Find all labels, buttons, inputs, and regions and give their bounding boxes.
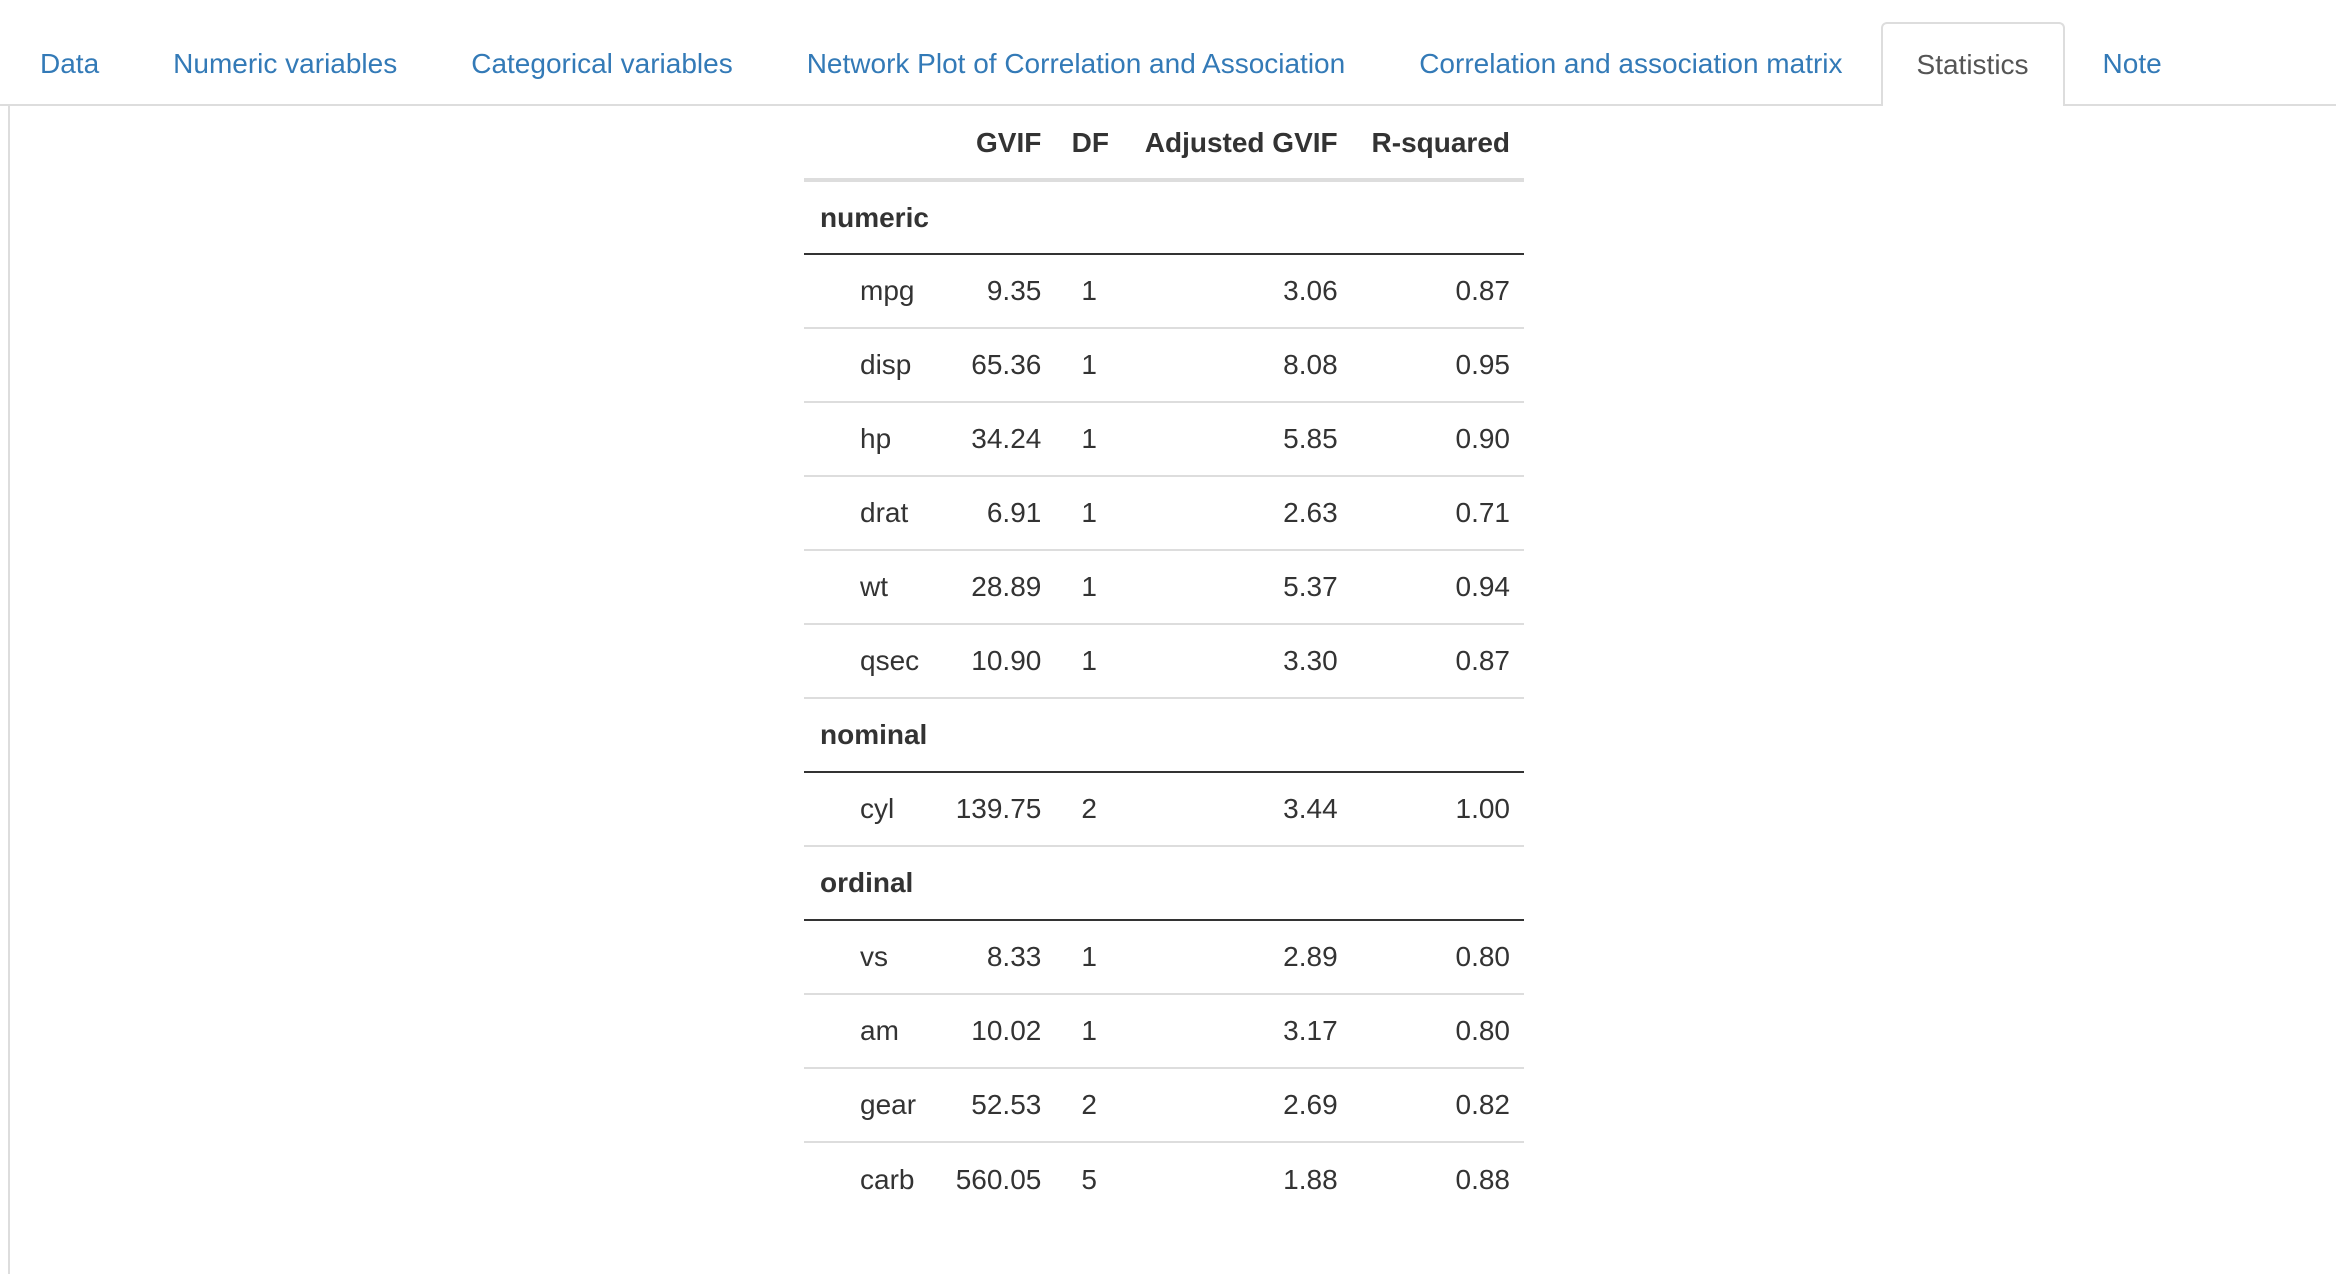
r-squared-value: 0.87 (1351, 624, 1524, 699)
variable-name: mpg (804, 254, 938, 329)
table-row: wt 28.89 1 5.37 0.94 (804, 550, 1524, 625)
table-row: qsec 10.90 1 3.30 0.87 (804, 624, 1524, 699)
header-df: DF (1055, 108, 1123, 182)
group-row-nominal: nominal (804, 698, 1524, 773)
r-squared-value: 0.95 (1351, 328, 1524, 403)
variable-name: disp (804, 328, 938, 403)
adjusted-gvif-value: 5.85 (1122, 402, 1352, 477)
tab-correlation-matrix[interactable]: Correlation and association matrix (1419, 48, 1843, 79)
adjusted-gvif-value: 5.37 (1122, 550, 1352, 625)
r-squared-value: 0.80 (1351, 920, 1524, 995)
table-row: gear 52.53 2 2.69 0.82 (804, 1068, 1524, 1143)
variable-name: vs (804, 920, 938, 995)
r-squared-value: 0.94 (1351, 550, 1524, 625)
tab-bar: Data Numeric variables Categorical varia… (0, 0, 2336, 106)
r-squared-value: 0.71 (1351, 476, 1524, 551)
tab-note[interactable]: Note (2102, 48, 2162, 79)
r-squared-value: 0.80 (1351, 994, 1524, 1069)
df-value: 1 (1055, 624, 1123, 699)
tab-data[interactable]: Data (40, 48, 100, 79)
header-r-squared: R-squared (1351, 108, 1524, 182)
r-squared-value: 0.82 (1351, 1068, 1524, 1143)
adjusted-gvif-value: 2.89 (1122, 920, 1352, 995)
adjusted-gvif-value: 3.17 (1122, 994, 1352, 1069)
r-squared-value: 0.88 (1455, 1163, 1511, 1195)
gvif-value: 28.89 (937, 550, 1056, 625)
variable-name: cyl (804, 772, 938, 847)
adjusted-gvif-value: 2.69 (1122, 1068, 1352, 1143)
r-squared-value: 0.87 (1351, 254, 1524, 329)
header-variable (804, 108, 938, 182)
group-row-ordinal: ordinal (804, 846, 1524, 921)
gvif-value: 560.05 (955, 1163, 1042, 1195)
df-value: 1 (1055, 402, 1123, 477)
table-row: am 10.02 1 3.17 0.80 (804, 994, 1524, 1069)
table-row: disp 65.36 1 8.08 0.95 (804, 328, 1524, 403)
df-value: 2 (1055, 772, 1123, 847)
table-row: mpg 9.35 1 3.06 0.87 (804, 254, 1524, 329)
adjusted-gvif-value: 3.06 (1122, 254, 1352, 329)
df-value: 1 (1055, 920, 1123, 995)
group-label: nominal (804, 698, 1524, 773)
gvif-value: 6.91 (937, 476, 1056, 551)
gvif-value: 34.24 (937, 402, 1056, 477)
table-header-row: GVIF DF Adjusted GVIF R-squared (804, 108, 1524, 182)
df-value: 1 (1055, 550, 1123, 625)
gvif-value: 52.53 (937, 1068, 1056, 1143)
df-value: 1 (1055, 476, 1123, 551)
r-squared-value: 0.90 (1351, 402, 1524, 477)
group-label: ordinal (804, 846, 1524, 921)
tab-network-plot[interactable]: Network Plot of Correlation and Associat… (806, 48, 1346, 79)
table-row: drat 6.91 1 2.63 0.71 (804, 476, 1524, 551)
table-row: carb 560.05 5 1.88 0.88 (804, 1142, 1524, 1216)
variable-name: am (804, 994, 938, 1069)
variable-name: drat (804, 476, 938, 551)
tab-statistics[interactable]: Statistics (1880, 22, 2065, 106)
header-adjusted-gvif: Adjusted GVIF (1122, 108, 1352, 182)
variable-name: wt (804, 550, 938, 625)
gvif-value: 10.90 (937, 624, 1056, 699)
gvif-table: GVIF DF Adjusted GVIF R-squared numeric … (804, 108, 1524, 1216)
variable-name: gear (804, 1068, 938, 1143)
table-row: cyl 139.75 2 3.44 1.00 (804, 772, 1524, 847)
table-row: vs 8.33 1 2.89 0.80 (804, 920, 1524, 995)
adjusted-gvif-value: 2.63 (1122, 476, 1352, 551)
gvif-value: 9.35 (937, 254, 1056, 329)
group-label: numeric (804, 180, 1524, 255)
adjusted-gvif-value: 3.44 (1122, 772, 1352, 847)
variable-name: hp (804, 402, 938, 477)
variable-name: qsec (804, 624, 938, 699)
adjusted-gvif-value: 1.88 (1283, 1163, 1338, 1195)
header-gvif: GVIF (937, 108, 1056, 182)
gvif-value: 139.75 (937, 772, 1056, 847)
gvif-value: 8.33 (937, 920, 1056, 995)
gvif-value: 65.36 (937, 328, 1056, 403)
df-value: 5 (1081, 1163, 1097, 1195)
statistics-panel (8, 106, 2336, 1274)
tab-numeric-variables[interactable]: Numeric variables (173, 48, 398, 79)
df-value: 1 (1055, 254, 1123, 329)
df-value: 1 (1055, 328, 1123, 403)
df-value: 2 (1055, 1068, 1123, 1143)
table-row: hp 34.24 1 5.85 0.90 (804, 402, 1524, 477)
group-row-numeric: numeric (804, 180, 1524, 255)
tab-categorical-variables[interactable]: Categorical variables (471, 48, 733, 79)
r-squared-value: 1.00 (1351, 772, 1524, 847)
adjusted-gvif-value: 3.30 (1122, 624, 1352, 699)
variable-name: carb (860, 1163, 915, 1195)
adjusted-gvif-value: 8.08 (1122, 328, 1352, 403)
gvif-value: 10.02 (937, 994, 1056, 1069)
df-value: 1 (1055, 994, 1123, 1069)
